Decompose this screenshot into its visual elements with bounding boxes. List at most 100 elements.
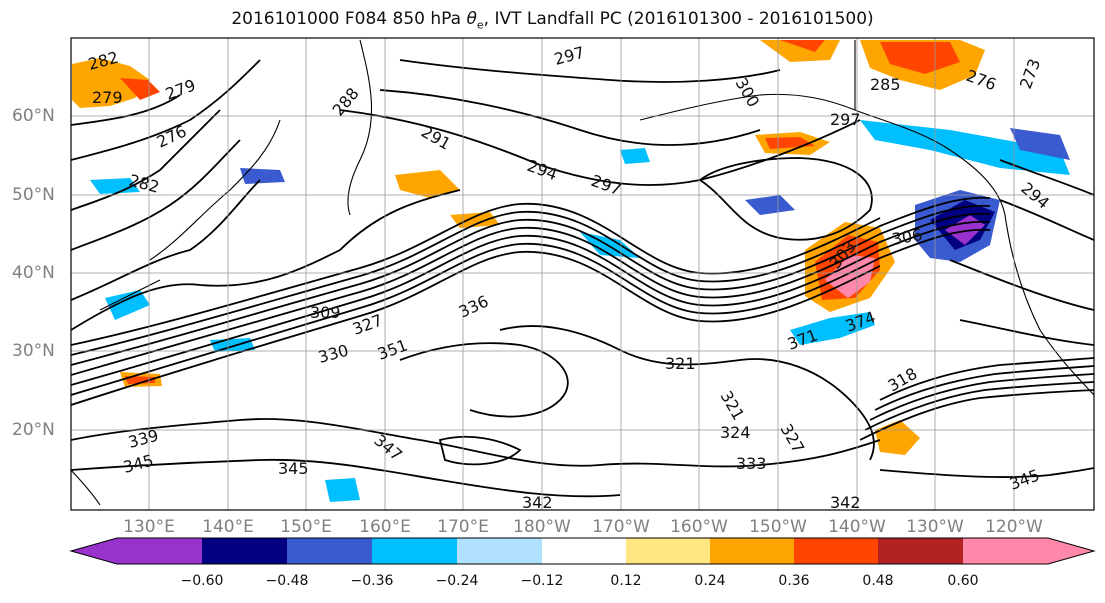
colorbar-tick: −0.24 <box>435 573 479 589</box>
gridline-layer <box>71 38 1094 510</box>
lon-label-150w: 150°W <box>749 517 807 537</box>
colorbar <box>69 537 1096 565</box>
colorbar-swatch <box>287 538 372 564</box>
contour-line <box>869 373 1094 421</box>
contour-line <box>879 357 1094 401</box>
shade-positive <box>120 78 160 100</box>
colorbar-swatch <box>372 538 457 564</box>
shade-negative <box>620 148 650 164</box>
lon-label-150e: 150°E <box>280 517 332 537</box>
contour-line <box>71 179 261 301</box>
lon-label-130w: 130°W <box>906 517 964 537</box>
coastline-layer <box>71 39 1094 506</box>
colorbar-tick: 0.24 <box>694 573 726 589</box>
lon-label-170e: 170°E <box>437 517 489 537</box>
contour-line <box>71 203 881 346</box>
colorbar-extend-low <box>71 538 117 564</box>
title-symbol-subscript: e <box>476 18 484 32</box>
contour-line <box>71 418 881 468</box>
contour-label: 342 <box>522 493 553 512</box>
colorbar-tick: 0.36 <box>778 573 810 589</box>
shade-positive <box>72 58 150 108</box>
contour-label: 324 <box>720 423 751 442</box>
contour-line <box>874 365 1094 411</box>
contour-label: 342 <box>830 493 861 512</box>
contour-line <box>699 157 873 241</box>
contour-line <box>379 89 761 146</box>
colorbar-swatch <box>202 538 287 564</box>
contour-line <box>71 228 991 396</box>
lon-label-140e: 140°E <box>202 517 254 537</box>
shade-negative <box>860 120 1070 175</box>
shade-negative <box>105 290 150 320</box>
figure-title: 2016101000 F084 850 hPa θe, IVT Landfall… <box>0 9 1105 31</box>
coastline <box>639 93 856 121</box>
colorbar-tick: −0.36 <box>350 573 394 589</box>
shade-negative <box>325 478 360 502</box>
colorbar-outline <box>69 537 1096 565</box>
contour-line <box>71 204 991 366</box>
contour-line <box>999 199 1094 241</box>
shade-positive <box>880 42 960 74</box>
contour-line <box>71 212 991 376</box>
shade-negative <box>745 195 795 215</box>
contour-label: 297 <box>830 110 861 129</box>
coastline <box>71 469 101 506</box>
title-run-text: 2016101000 F084 850 hPa <box>231 9 467 29</box>
contour-label: 285 <box>870 75 901 94</box>
contour-line <box>438 435 522 466</box>
colorbar-extend-high <box>1048 538 1094 564</box>
colorbar-tick: −0.12 <box>520 573 564 589</box>
lon-label-130e: 130°E <box>123 517 175 537</box>
contour-line <box>864 381 1094 431</box>
contour-line <box>859 389 1094 441</box>
shade-positive <box>875 420 920 455</box>
lat-label-30n: 30°N <box>12 341 55 361</box>
lon-label-170w: 170°W <box>592 517 650 537</box>
shade-negative <box>90 178 140 194</box>
contour-label: 321 <box>665 354 696 373</box>
lon-label-180w: 180°W <box>513 517 571 537</box>
lon-label-160e: 160°E <box>359 517 411 537</box>
lat-label-60n: 60°N <box>12 106 55 126</box>
shade-negative <box>790 312 875 345</box>
colorbar-swatch <box>878 538 963 564</box>
contour-label: 345 <box>278 459 309 478</box>
lat-label-20n: 20°N <box>12 420 55 440</box>
colorbar-swatch <box>963 538 1048 564</box>
title-rest-text: , IVT Landfall PC (2016101300 - 20161015… <box>483 9 874 29</box>
contour-line <box>999 159 1094 196</box>
shading-layer <box>72 40 1070 502</box>
shade-positive <box>780 40 825 52</box>
coastline <box>99 279 161 311</box>
contour-line <box>71 109 221 211</box>
lon-label-120w: 120°W <box>985 517 1043 537</box>
contour-line <box>959 319 1094 346</box>
coastline <box>854 40 1094 396</box>
lat-label-40n: 40°N <box>12 263 55 283</box>
contour-line <box>339 109 861 186</box>
colorbar-swatch <box>542 538 626 564</box>
contour-label-layer: 282 279 279 276 288 291 294 297 297 300 … <box>86 43 1053 512</box>
colorbar-tick: 0.48 <box>862 573 894 589</box>
shade-positive <box>395 170 460 198</box>
lon-label-140w: 140°W <box>828 517 886 537</box>
contour-line <box>71 458 621 498</box>
colorbar-tick: −0.60 <box>180 573 224 589</box>
shade-negative <box>1010 128 1070 160</box>
colorbar-tick: 0.12 <box>610 573 642 589</box>
map-frame <box>70 37 1095 511</box>
shade-positive <box>125 376 155 384</box>
contour-line <box>71 189 461 331</box>
contour-line <box>71 251 881 406</box>
contour-line <box>879 467 1094 478</box>
contour-label: 279 <box>92 88 123 107</box>
contour-label: 333 <box>736 454 767 473</box>
shade-negative <box>240 168 285 184</box>
contour-line <box>71 59 261 161</box>
colorbar-swatch <box>626 538 710 564</box>
contour-line <box>949 259 1094 311</box>
lat-label-50n: 50°N <box>12 185 55 205</box>
contour-line <box>71 220 991 386</box>
